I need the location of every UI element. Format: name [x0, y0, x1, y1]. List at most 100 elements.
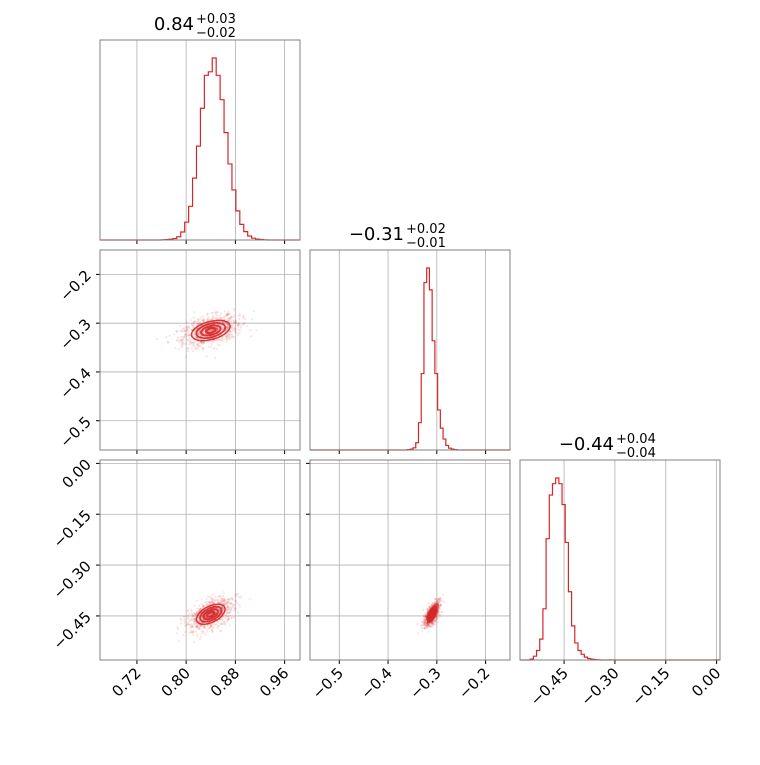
corner-2-1-sample-point — [190, 328, 193, 331]
corner-3-2-sample-point — [424, 624, 427, 627]
corner-3-1-sample-point — [217, 624, 220, 628]
corner-2-1-sample-point — [189, 339, 192, 342]
corner-3-2-sample-point — [422, 623, 426, 626]
corner-2-1-sample-point — [233, 327, 236, 330]
corner-3-2-sample-point — [436, 602, 439, 605]
corner-3-1-sample-point — [206, 624, 209, 627]
corner-3-2-sample-point — [424, 614, 428, 617]
corner-3-2-sample-point — [435, 616, 438, 619]
corner-3-1-sample-point — [222, 607, 225, 610]
corner-3-1-sample-point — [188, 631, 191, 634]
corner-2-1-sample-point — [231, 335, 235, 338]
corner-3-1-sample-point — [225, 601, 228, 604]
corner-2-1-sample-point — [233, 329, 237, 332]
corner-2-1-sample-point — [216, 339, 219, 342]
corner-3-2-sample-point — [423, 621, 426, 624]
corner-2-1-sample-point — [210, 328, 214, 331]
corner-2-1-sample-point — [187, 325, 190, 328]
corner-3-2-sample-point — [437, 601, 440, 604]
corner-2-1-sample-point — [194, 347, 197, 351]
corner-2-1-sample-point — [178, 340, 181, 344]
corner-2-1-sample-point — [206, 318, 209, 321]
corner-3-1-sample-point — [192, 633, 195, 637]
corner-3-2-sample-point — [436, 605, 440, 608]
corner-2-1-sample-point — [175, 339, 179, 342]
corner-2-1-sample-point — [225, 314, 228, 317]
corner-3-1-sample-point — [232, 603, 235, 606]
corner-3-2-sample-point — [434, 600, 438, 603]
corner-3-2-sample-point — [430, 622, 434, 625]
corner-2-1-sample-point — [186, 330, 189, 333]
corner-2-1-sample-point — [196, 348, 200, 351]
corner-3-2-sample-point — [435, 604, 438, 607]
corner-3-2-sample-point — [429, 605, 432, 608]
corner-3-2-sample-point — [426, 624, 429, 627]
corner-2-1-sample-point — [212, 340, 215, 344]
corner-3-1-sample-point — [190, 631, 194, 634]
corner-3-1-sample-point — [200, 607, 203, 610]
corner-3-1-sample-point — [194, 624, 198, 627]
corner-3-1-sample-point — [199, 608, 202, 611]
corner-3-2-sample-point — [435, 599, 438, 602]
corner-2-1-sample-point — [227, 333, 230, 336]
corner-2-1-sample-point — [220, 329, 224, 332]
corner-3-1-sample-point — [210, 629, 213, 632]
corner-3-1-sample-point — [211, 597, 214, 601]
corner-3-2-sample-point — [438, 615, 441, 619]
corner-2-1-sample-point — [211, 328, 214, 331]
corner-2-1-sample-point — [230, 330, 233, 334]
corner-3-1-sample-point — [197, 627, 200, 630]
corner-3-1-sample-point — [201, 618, 204, 621]
corner-3-1-sample-point — [230, 616, 233, 619]
corner-3-1-sample-point — [220, 618, 223, 621]
corner-2-1-sample-point — [197, 337, 200, 340]
corner-3-1-sample-point — [190, 626, 193, 629]
corner-3-1-sample-point — [238, 604, 241, 607]
corner-2-1-sample-point — [192, 321, 196, 325]
corner-3-2-sample-point — [427, 623, 430, 626]
corner-2-1-sample-point — [242, 315, 245, 319]
corner-3-1-points — [175, 591, 251, 644]
corner-3-2-sample-point — [421, 630, 424, 633]
corner-2-1-sample-point — [186, 333, 189, 337]
corner-3-2-sample-point — [441, 599, 444, 602]
corner-3-1-sample-point — [226, 618, 229, 621]
corner-2-1-sample-point — [211, 317, 214, 321]
corner-3-2-sample-point — [427, 602, 430, 605]
corner-3-1-sample-point — [192, 629, 195, 633]
corner-2-1-sample-point — [191, 345, 194, 348]
corner-3-2-sample-point — [422, 622, 426, 625]
corner-2-1-sample-point — [208, 318, 212, 321]
corner-3-1-sample-point — [216, 626, 219, 629]
corner-3-1-sample-point — [197, 610, 200, 613]
corner-2-1-sample-point — [183, 335, 186, 338]
corner-3-1-contour — [202, 608, 219, 621]
corner-3-1-frame — [99, 459, 301, 661]
corner-2-1-sample-point — [201, 348, 205, 351]
corner-3-1-sample-point — [224, 614, 228, 618]
corner-3-2-sample-point — [425, 622, 428, 625]
corner-3-2-sample-point — [420, 626, 423, 630]
corner-2-1-sample-point — [186, 350, 189, 353]
corner-2-1-sample-point — [196, 344, 199, 347]
corner-2-1-sample-point — [225, 337, 228, 340]
corner-3-1-sample-point — [212, 625, 215, 628]
corner-3-1-sample-point — [235, 593, 238, 596]
corner-2-1-sample-point — [216, 317, 219, 320]
corner-2-1-sample-point — [179, 339, 182, 342]
corner-2-1-sample-point — [225, 326, 229, 329]
corner-3-2-sample-point — [416, 623, 419, 626]
corner-3-1-sample-point — [227, 606, 230, 609]
corner-3-2-sample-point — [430, 622, 433, 625]
corner-3-1-sample-point — [184, 624, 187, 627]
corner-2-1-sample-point — [216, 327, 219, 330]
corner-3-2-sample-point — [437, 606, 440, 609]
corner-2-1-sample-point — [200, 334, 203, 338]
corner-2-1-sample-point — [229, 333, 232, 336]
corner-3-1-sample-point — [224, 602, 227, 605]
corner-2-1-sample-point — [196, 322, 200, 325]
corner-2-1-sample-point — [190, 341, 193, 344]
corner-2-1-sample-point — [230, 319, 234, 322]
corner-3-2-sample-point — [420, 623, 424, 627]
corner-3-2-sample-point — [425, 623, 428, 626]
